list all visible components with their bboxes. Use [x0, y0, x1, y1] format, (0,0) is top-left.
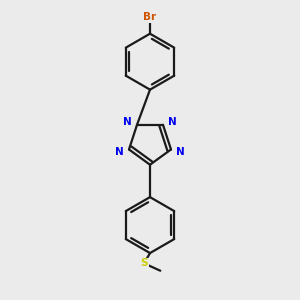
Text: N: N — [115, 147, 124, 157]
Text: S: S — [140, 258, 148, 268]
Text: Br: Br — [143, 13, 157, 22]
Text: N: N — [176, 147, 185, 157]
Text: N: N — [123, 117, 132, 128]
Text: N: N — [168, 117, 177, 128]
